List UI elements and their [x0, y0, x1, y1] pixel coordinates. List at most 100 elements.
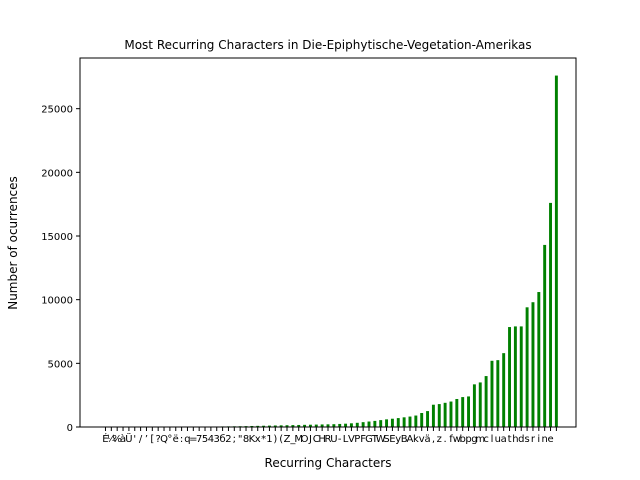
bar — [250, 425, 254, 427]
x-tick-label: à — [120, 433, 126, 445]
bar — [443, 402, 447, 427]
bar — [420, 412, 424, 427]
x-tick-label: y — [395, 434, 401, 445]
bar — [279, 425, 283, 427]
x-tick-label: " — [238, 434, 243, 445]
x-tick-label: c — [483, 434, 489, 445]
x-tick-label: ä — [424, 434, 430, 445]
x-tick-label: ¼ — [106, 433, 116, 445]
x-tick-label: k — [413, 434, 419, 445]
y-tick-label: 25000 — [41, 105, 73, 116]
x-tick-label: ? — [156, 434, 161, 445]
x-tick-label: ) — [273, 434, 277, 445]
x-tick-label: v — [419, 434, 425, 445]
bar — [390, 418, 394, 427]
bar — [455, 398, 459, 427]
x-tick-label: S — [383, 434, 389, 445]
x-tick-label: f — [449, 434, 453, 445]
bar — [385, 419, 389, 427]
x-tick-label: F — [360, 434, 366, 445]
bar — [262, 425, 266, 427]
bar — [549, 202, 552, 427]
x-tick-label: / — [139, 434, 143, 445]
bar — [373, 420, 377, 427]
x-tick-label: z — [437, 434, 442, 445]
bar — [484, 376, 488, 427]
y-tick-label: 20000 — [41, 168, 73, 179]
bar — [396, 418, 400, 427]
x-tick-label: 1 — [266, 434, 272, 445]
x-tick-label: q — [184, 434, 190, 445]
bar — [361, 422, 365, 427]
bar — [472, 384, 476, 427]
x-tick-label: G — [365, 434, 373, 445]
x-tick-label: U — [330, 434, 337, 445]
bar — [285, 425, 289, 427]
x-tick-label: 4 — [208, 434, 214, 445]
bar — [273, 425, 277, 427]
x-tick-label: p — [465, 434, 471, 445]
y-tick-label: 0 — [67, 423, 73, 434]
bar — [554, 75, 558, 428]
x-tick-label: O — [301, 434, 309, 445]
bar — [291, 425, 295, 427]
x-tick-label: ë — [173, 434, 179, 445]
x-tick-label: s — [524, 434, 529, 445]
x-tick-label: r — [531, 434, 536, 445]
x-tick-label: h — [512, 434, 518, 445]
bar — [349, 423, 353, 427]
x-tick-label: . — [444, 434, 447, 445]
x-tick-label: H — [318, 434, 326, 445]
x-tick-label: J — [308, 434, 312, 445]
x-tick-label: 2 — [225, 434, 231, 445]
x-tick-label: T — [371, 434, 379, 445]
x-tick-label: Q — [160, 434, 168, 445]
plot-frame — [79, 57, 577, 428]
bar — [502, 353, 506, 427]
x-tick-label: , — [432, 434, 435, 445]
x-tick-label: ' — [133, 434, 136, 445]
x-tick-label: _ — [289, 434, 296, 445]
x-tick-label: * — [261, 434, 266, 445]
x-tick-label: L — [343, 434, 349, 445]
x-tick-label: B — [401, 434, 408, 445]
bar — [338, 423, 342, 427]
bar — [508, 327, 511, 427]
y-tick-label: 15000 — [41, 232, 73, 243]
x-tick-label: - — [338, 434, 342, 445]
bar — [490, 360, 494, 427]
x-tick-label: É — [102, 432, 108, 445]
x-tick-label: a — [501, 434, 507, 445]
x-tick-label: W — [376, 434, 386, 445]
x-tick-label: m — [475, 434, 485, 445]
x-tick-label: C — [313, 434, 320, 445]
x-tick-label: M — [294, 434, 303, 445]
x-tick-label: u — [495, 434, 501, 445]
bar — [402, 417, 406, 427]
bar — [267, 425, 271, 427]
x-tick-label: 5 — [202, 434, 208, 445]
bar — [379, 420, 383, 427]
bar — [256, 425, 260, 427]
bar — [467, 396, 471, 427]
bar — [344, 423, 348, 427]
bar — [525, 307, 529, 427]
x-tick-label: i — [537, 434, 540, 445]
bar — [408, 416, 412, 427]
x-tick-label: K — [249, 434, 256, 445]
y-tick-label: 10000 — [41, 296, 73, 307]
bar — [431, 404, 435, 427]
y-tick-label: 5000 — [48, 359, 73, 370]
x-tick-label: A — [407, 434, 414, 445]
x-tick-label: V — [348, 434, 355, 445]
bar — [543, 244, 547, 427]
x-tick-label: d — [518, 434, 524, 445]
x-tick-label: t — [508, 434, 512, 445]
bar — [449, 401, 453, 427]
x-tick-label: e — [547, 434, 553, 445]
x-tick-label: 7 — [196, 434, 202, 445]
bar — [303, 424, 307, 427]
x-axis-label: Recurring Characters — [265, 456, 392, 470]
bar — [519, 326, 523, 427]
x-tick-label: w — [453, 434, 461, 445]
